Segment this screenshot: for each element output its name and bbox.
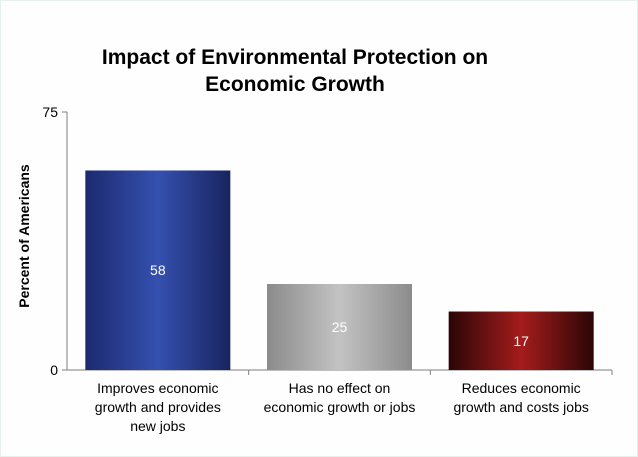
y-axis-title: Percent of Americans [16, 164, 32, 308]
bar-3 [448, 311, 594, 370]
data-label-2: 25 [332, 319, 348, 335]
data-label-3: 17 [513, 333, 529, 349]
data-label-1: 58 [150, 262, 166, 278]
bar-2 [267, 284, 412, 370]
bar-1 [85, 170, 231, 370]
category-label-1: Improves economic growth and provides new … [95, 380, 221, 434]
category-label-3: Reduces economic growth and costs jobs [453, 380, 588, 415]
y-tick-label: 75 [42, 104, 58, 120]
category-label-2: Has no effect on economic growth or jobs [264, 380, 416, 415]
chart-title: Impact of Environmental Protection on Ec… [101, 46, 489, 96]
y-tick-label: 0 [50, 362, 58, 378]
